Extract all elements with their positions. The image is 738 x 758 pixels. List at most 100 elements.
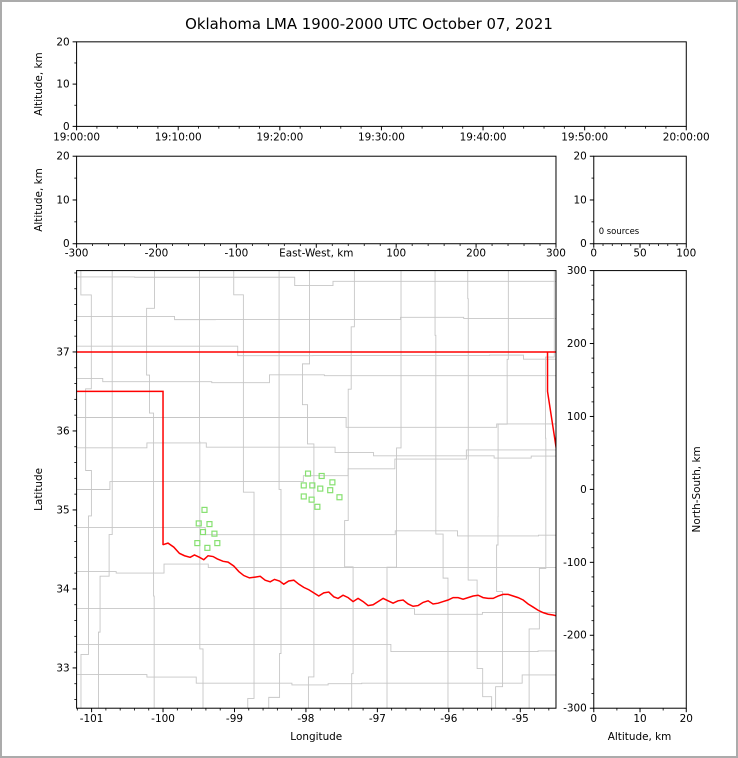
county-line: [76, 315, 556, 321]
county-line: [268, 270, 282, 709]
time-height-panel: [76, 41, 687, 127]
map-xlabel: Longitude: [290, 731, 342, 743]
ew-height-xlabel: East-West, km: [279, 248, 353, 260]
lma-station-marker: [199, 528, 207, 536]
map-x-tick-label: -95: [512, 713, 529, 725]
lma-station-marker: [317, 485, 324, 492]
county-line: [146, 270, 155, 709]
county-boundaries: [76, 270, 556, 709]
map-x-tick-label: -98: [297, 713, 314, 725]
map-y-tick-label: 33: [56, 662, 69, 674]
lma-station-marker: [300, 482, 307, 489]
altitude-histogram-x-tick-label: 50: [633, 248, 646, 260]
altitude-histogram-y-tick-label: 10: [574, 194, 587, 206]
map-x-tick-label: -101: [80, 713, 104, 725]
ew-height-x-tick-label: 200: [466, 248, 486, 260]
missouri-arkansas-border: [546, 351, 556, 452]
lma-station-marker: [214, 540, 221, 547]
county-line: [467, 270, 493, 709]
ew-height-x-tick-label: -200: [145, 248, 169, 260]
time-height-x-tick-label: 19:00:00: [53, 131, 100, 143]
map-layers: [76, 270, 556, 709]
ns-height-xlabel: Altitude, km: [608, 731, 672, 743]
county-line: [76, 417, 556, 428]
map-y-tick-label: 35: [56, 504, 69, 516]
ns-height-y-tick-label: -200: [563, 630, 587, 642]
time-height-x-tick-label: 19:50:00: [561, 131, 608, 143]
altitude-histogram-x-tick-label: 100: [676, 248, 696, 260]
map-x-tick-label: -96: [440, 713, 457, 725]
ns-height-panel: [593, 270, 687, 709]
lma-station-marker: [318, 472, 325, 480]
map-panel: [76, 270, 557, 709]
ns-height-y-tick-label: -300: [563, 703, 587, 715]
time-height-y-tick-label: 10: [56, 79, 69, 91]
map-y-tick-label: 36: [56, 425, 69, 437]
time-height-x-tick-label: 19:40:00: [460, 131, 507, 143]
county-line: [344, 270, 355, 709]
time-height-ticks: 19:00:00 19:10:00 19:20:00 19:30:00 19:40:00…: [53, 36, 710, 143]
ns-height-y-tick-label: 0: [580, 484, 587, 496]
ew-height-x-tick-label: 300: [546, 248, 566, 260]
ns-height-y-tick-label: 100: [567, 411, 587, 423]
time-height-x-tick-label: 19:10:00: [155, 131, 202, 143]
altitude-histogram-y-tick-label: 20: [574, 151, 587, 163]
ew-height-panel: [76, 155, 557, 245]
county-line: [76, 345, 556, 360]
lma-station-marker: [308, 496, 315, 503]
county-line: [76, 374, 556, 384]
ew-height-y-tick-label: 20: [56, 151, 69, 163]
county-line: [76, 526, 556, 537]
ns-height-y-tick-label: -100: [563, 557, 587, 569]
ew-height-ylabel: Altitude, km: [33, 168, 45, 232]
ew-height-y-tick-label: 0: [63, 238, 70, 250]
lma-station-marker: [300, 493, 307, 500]
lma-station-marker: [206, 521, 213, 528]
altitude-histogram-x-tick-label: 0: [590, 248, 597, 260]
lma-station-marker: [204, 544, 211, 551]
lma-station-marker: [329, 479, 336, 486]
panhandle-texas-border: [76, 390, 164, 546]
county-line: [76, 449, 556, 490]
county-line: [76, 644, 556, 653]
time-height-x-tick-label: 20:00:00: [663, 131, 710, 143]
map-x-tick-label: -100: [151, 713, 175, 725]
map-y-tick-label: 37: [56, 346, 69, 358]
lma-station-marker: [336, 494, 343, 501]
county-line: [302, 270, 315, 709]
time-height-y-tick-label: 20: [56, 36, 69, 48]
county-line: [199, 270, 204, 709]
map-ylabel: Latitude: [33, 468, 45, 511]
time-height-ylabel: Altitude, km: [33, 52, 45, 116]
county-line: [233, 270, 255, 709]
map-x-tick-label: -99: [226, 713, 243, 725]
histogram-annotation: 0 sources: [599, 226, 639, 236]
map-y-tick-label: 34: [56, 583, 70, 595]
county-line: [76, 674, 556, 686]
lma-station-marker: [194, 540, 201, 547]
county-line: [76, 608, 556, 615]
ew-height-y-tick-label: 10: [56, 194, 69, 206]
ew-height-x-tick-label: -100: [225, 248, 249, 260]
lma-station-marker: [211, 530, 218, 537]
county-line: [80, 270, 92, 709]
ns-height-y-tick-label: 300: [567, 265, 587, 277]
county-line: [495, 270, 509, 709]
lma-station-marker: [309, 482, 316, 489]
lma-station-marker: [314, 503, 321, 510]
ns-height-ticks: 0 10 20 300 200 100 0 -100 -200 -300: [563, 265, 693, 725]
map-x-tick-label: -97: [369, 713, 386, 725]
county-line: [76, 442, 556, 459]
altitude-histogram-y-tick-label: 0: [580, 238, 587, 250]
county-line: [434, 270, 449, 709]
altitude-histogram-ticks: 0 50 100 0 10 20: [574, 151, 697, 260]
lma-station-marker: [195, 520, 202, 527]
ns-height-x-tick-label: 10: [633, 713, 646, 725]
lma-station-marker: [304, 470, 312, 477]
county-line: [528, 270, 555, 709]
map-ticks: -101 -100 -99 -98 -97 -96 -95 33 34 35 36 37: [56, 272, 550, 725]
county-line: [76, 563, 556, 574]
red-river-south-border: [162, 542, 556, 617]
